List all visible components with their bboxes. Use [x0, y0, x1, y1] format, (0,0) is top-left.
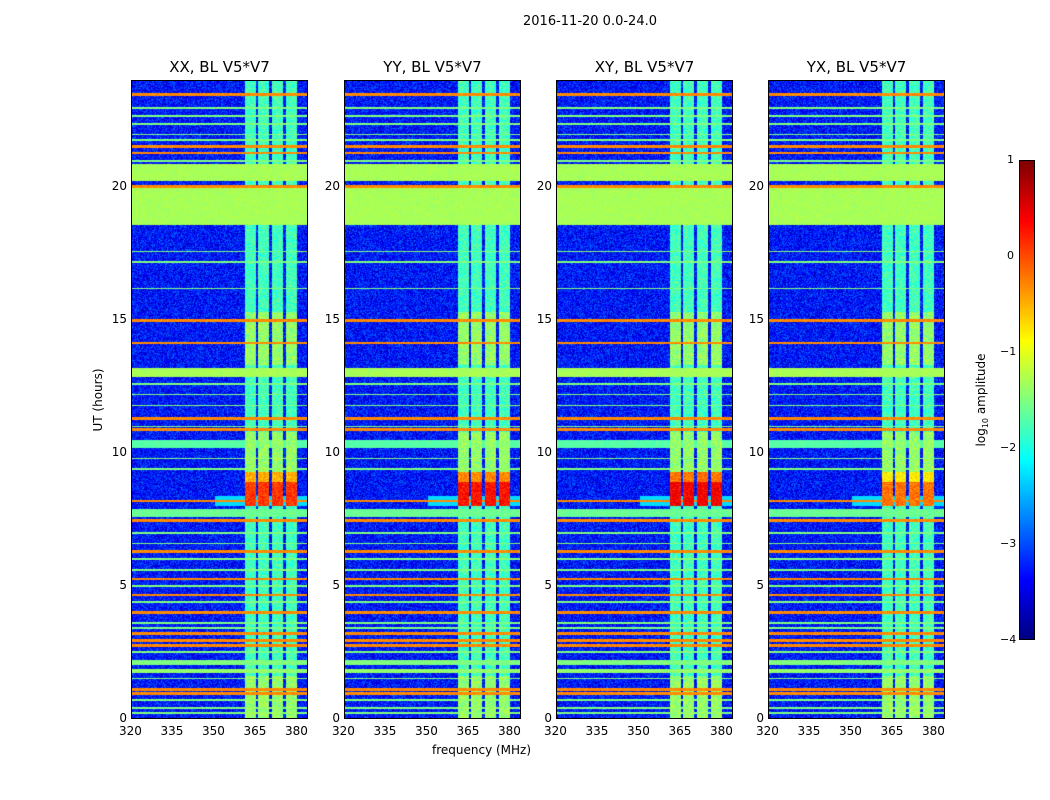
x-tick-label: 350	[626, 724, 650, 738]
y-tick-label: 5	[119, 577, 127, 592]
x-tick-label: 350	[414, 724, 438, 738]
heatmap-cells	[345, 81, 520, 718]
y-tick-label: 10	[111, 444, 127, 459]
x-tick-label: 350	[838, 724, 862, 738]
heatmap-cells	[769, 81, 944, 718]
x-tick-label: 335	[373, 724, 397, 738]
x-tick-label: 365	[668, 724, 692, 738]
y-tick-label: 20	[324, 178, 340, 193]
y-tick-label: 10	[536, 444, 552, 459]
y-tick-label: 5	[544, 577, 552, 592]
x-tick-label: 380	[497, 724, 521, 738]
spectrogram-panel	[131, 80, 308, 719]
x-tick-label: 365	[456, 724, 480, 738]
heatmap-cells	[557, 81, 732, 718]
x-tick-label: 350	[201, 724, 225, 738]
y-tick-label: 5	[756, 577, 764, 592]
x-axis-label: frequency (MHz)	[432, 743, 532, 757]
colorbar-label: log10 amplitude	[973, 353, 991, 447]
x-tick-label: 335	[797, 724, 821, 738]
y-axis-label: UT (hours)	[91, 368, 105, 432]
y-tick-label: 0	[332, 711, 340, 725]
colorbar-tick-label: 0	[1007, 249, 1014, 262]
y-tick-label: 0	[544, 711, 552, 725]
x-tick-label: 335	[160, 724, 184, 738]
spectrogram-panel	[768, 80, 945, 719]
y-tick-label: 20	[748, 178, 764, 193]
panel-title: YY, BL V5*V7	[383, 58, 482, 76]
x-tick-label: 320	[119, 724, 142, 738]
x-tick-label: 335	[585, 724, 609, 738]
colorbar	[1019, 160, 1035, 640]
x-tick-label: 320	[756, 724, 779, 738]
panel-title: XX, BL V5*V7	[169, 58, 270, 76]
spectrogram-panel	[556, 80, 733, 719]
panel-title: XY, BL V5*V7	[594, 58, 695, 76]
y-tick-label: 15	[324, 311, 340, 326]
x-tick-label: 365	[243, 724, 267, 738]
x-tick-label: 320	[544, 724, 567, 738]
y-tick-label: 0	[119, 711, 127, 725]
heatmap-cells	[132, 81, 307, 718]
y-tick-label: 20	[111, 178, 127, 193]
x-tick-label: 380	[709, 724, 733, 738]
y-tick-label: 0	[756, 711, 764, 725]
y-tick-label: 15	[748, 311, 764, 326]
y-tick-label: 15	[111, 311, 127, 326]
x-tick-label: 320	[332, 724, 355, 738]
x-tick-label: 380	[921, 724, 945, 738]
y-tick-label: 15	[536, 311, 552, 326]
colorbar-tick-label: −3	[1000, 537, 1017, 550]
y-tick-label: 5	[332, 577, 340, 592]
colorbar-tick-label: −1	[1000, 345, 1017, 358]
y-tick-label: 20	[536, 178, 552, 193]
panel-title: YX, BL V5*V7	[806, 58, 907, 76]
x-tick-label: 380	[284, 724, 308, 738]
colorbar-tick-label: −2	[1000, 441, 1017, 454]
y-tick-label: 10	[748, 444, 764, 459]
colorbar-tick-label: 1	[1007, 153, 1014, 166]
x-tick-label: 365	[880, 724, 904, 738]
figure-title: 2016-11-20 0.0-24.0	[523, 14, 657, 29]
y-tick-label: 10	[324, 444, 340, 459]
spectrogram-panel	[344, 80, 521, 719]
colorbar-tick-label: −4	[1000, 633, 1017, 646]
